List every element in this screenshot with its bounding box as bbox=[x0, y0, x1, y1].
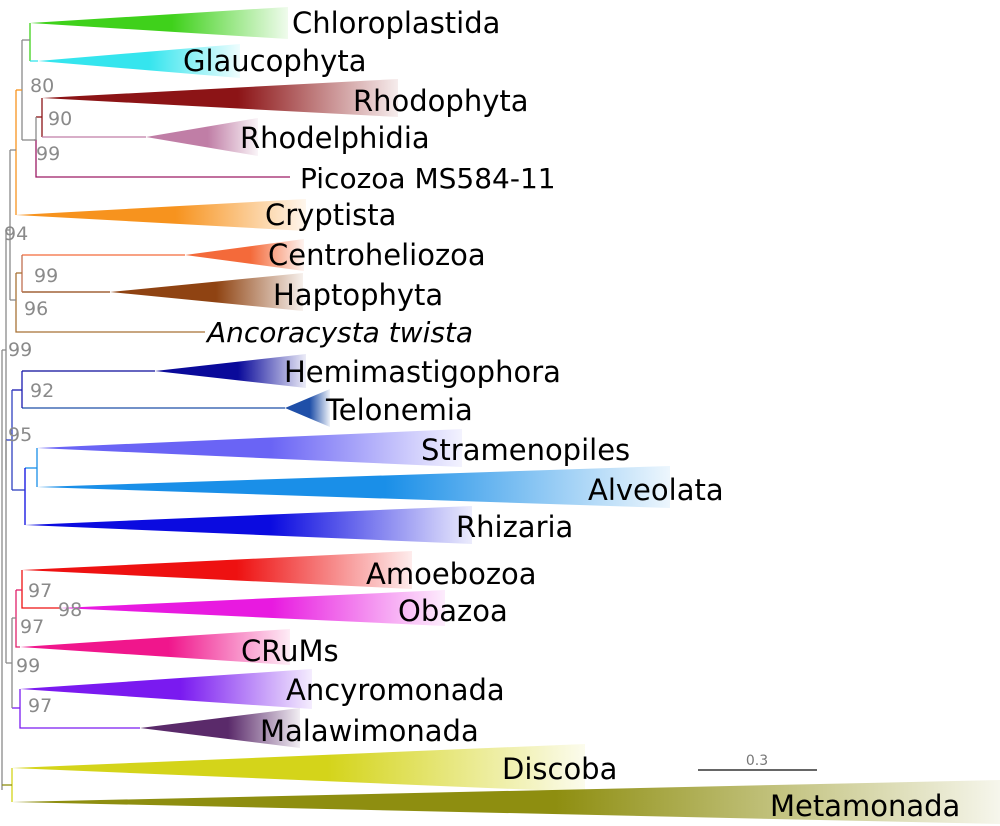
support-value: 97 bbox=[28, 695, 52, 717]
clade-wedge-rhizaria bbox=[25, 506, 472, 544]
support-value: 96 bbox=[24, 298, 48, 320]
clade-label-ancyromonada: Ancyromonada bbox=[286, 673, 505, 707]
clade-wedge-hemimastigophora bbox=[155, 354, 306, 388]
clade-label-ancoracysta-twista: Ancoracysta twista bbox=[205, 316, 473, 349]
clade-label-alveolata: Alveolata bbox=[588, 473, 724, 507]
scale-bar: 0.3 bbox=[698, 753, 817, 771]
clade-wedge-alveolata bbox=[37, 466, 670, 508]
clade-wedge-glaucophyta bbox=[38, 44, 240, 78]
tree-branch bbox=[15, 273, 205, 333]
clade-wedge-malawimonada bbox=[140, 708, 300, 748]
clade-wedge-cryptista bbox=[16, 199, 306, 231]
clade-label-stramenopiles: Stramenopiles bbox=[421, 433, 630, 467]
support-value: 99 bbox=[34, 265, 58, 287]
support-value: 80 bbox=[30, 75, 54, 97]
clade-wedge-obazoa bbox=[60, 590, 445, 626]
tree-branch bbox=[21, 570, 60, 609]
clade-label-hemimastigophora: Hemimastigophora bbox=[284, 355, 561, 389]
clade-label-rhizaria: Rhizaria bbox=[456, 510, 573, 544]
clade-label-chloroplastida: Chloroplastida bbox=[292, 6, 500, 40]
clade-label-haptophyta: Haptophyta bbox=[273, 278, 443, 312]
support-value: 99 bbox=[8, 339, 32, 361]
clade-wedge-amoebozoa bbox=[22, 551, 412, 589]
clade-wedge-rhodophyta bbox=[42, 79, 398, 117]
support-value: 94 bbox=[4, 223, 28, 245]
clade-label-obazoa: Obazoa bbox=[398, 594, 508, 628]
clade-wedge-rhodelphidia bbox=[146, 118, 258, 156]
clade-wedge-telonemia bbox=[285, 389, 330, 427]
support-value: 99 bbox=[36, 143, 60, 165]
support-value: 97 bbox=[28, 580, 52, 602]
collapsed-clades bbox=[12, 7, 1000, 824]
clade-wedge-stramenopiles bbox=[37, 429, 462, 467]
clade-label-rhodophyta: Rhodophyta bbox=[353, 84, 529, 118]
clade-wedge-ancyromonada bbox=[20, 669, 312, 709]
support-value: 95 bbox=[8, 424, 32, 446]
clade-wedge-crums bbox=[20, 629, 290, 665]
clade-wedge-metamonada bbox=[12, 780, 1000, 824]
support-value: 99 bbox=[16, 655, 40, 677]
support-values: 80 90 99 94 99 96 99 92 95 97 98 97 99 97 bbox=[4, 75, 82, 717]
clade-wedge-centroheliozoa bbox=[185, 239, 304, 271]
clade-label-metamonada: Metamonada bbox=[770, 789, 960, 823]
clade-label-amoebozoa: Amoebozoa bbox=[366, 557, 537, 591]
clade-label-rhodelphidia: Rhodelphidia bbox=[240, 121, 430, 155]
clade-wedge-haptophyta bbox=[110, 273, 303, 311]
tree-branches bbox=[1, 23, 290, 802]
clade-labels: Chloroplastida Glaucophyta RhodophytaRhode… bbox=[183, 6, 960, 823]
clade-label-telonemia: Telonemia bbox=[325, 393, 473, 427]
clade-label-picozoa-ms584-11: Picozoa MS584-11 bbox=[300, 162, 556, 195]
clade-label-malawimonada: Malawimonada bbox=[260, 714, 479, 748]
support-value: 97 bbox=[20, 616, 44, 638]
clade-label-centroheliozoa: Centroheliozoa bbox=[268, 238, 486, 272]
clade-wedge-chloroplastida bbox=[30, 7, 288, 39]
clade-label-cryptista: Cryptista bbox=[265, 198, 396, 232]
tree-branch bbox=[15, 590, 20, 648]
scale-bar-label: 0.3 bbox=[746, 753, 768, 769]
clade-wedge-discoba bbox=[12, 744, 585, 792]
support-value: 98 bbox=[58, 599, 82, 621]
support-value: 90 bbox=[48, 108, 72, 130]
clade-label-crums: CRuMs bbox=[241, 634, 339, 668]
clade-label-glaucophyta: Glaucophyta bbox=[183, 44, 366, 78]
support-value: 92 bbox=[30, 380, 54, 402]
tree-branch bbox=[19, 689, 140, 729]
clade-label-discoba: Discoba bbox=[502, 752, 617, 786]
